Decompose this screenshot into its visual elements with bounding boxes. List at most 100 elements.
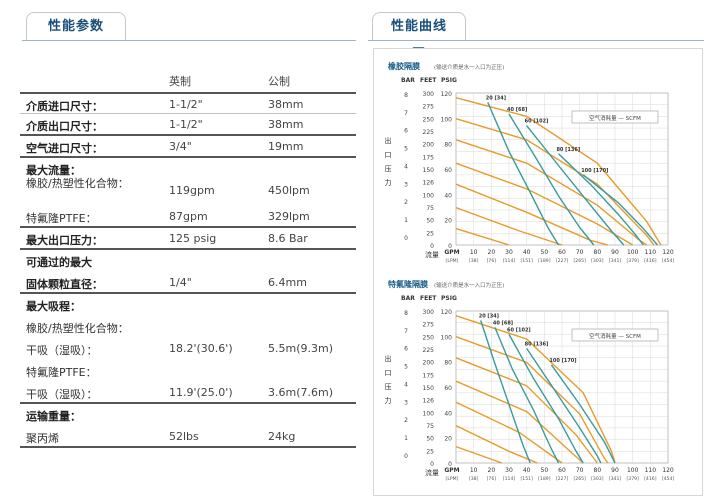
ptfe-air-curve-1 (480, 320, 531, 464)
row-solids2-metric: 6.4mm (268, 276, 307, 289)
rubber-gpm-tick: 10 (470, 249, 478, 256)
rubber-lpm-tick: [189] (538, 258, 551, 264)
rubber-gpm-tick: 30 (505, 249, 513, 256)
row-pp-imperial: 52lbs (169, 430, 199, 443)
rubber-gpm-tick: 70 (576, 249, 584, 256)
ptfe-gpm-tick: 10 (470, 467, 478, 474)
rubber-bar-tick: 7 (404, 110, 408, 117)
ptfe-bar-header: BAR (401, 295, 415, 302)
ptfe-lpm-tick: [265] (573, 476, 586, 482)
rubber-bar-tick: 8 (404, 92, 408, 99)
row-rubber-suction-label: 橡胶/热塑性化合物： (26, 322, 129, 335)
ptfe-air-label-5: 100 [170] (549, 358, 576, 364)
rubber-pressure-curve-5 (455, 183, 609, 246)
col-metric: 公制 (268, 75, 290, 88)
row-rubber-flow-metric: 450lpm (268, 184, 310, 197)
rubber-lpm-tick: [114] (503, 258, 516, 264)
spec-table-header: 英制 公制 (20, 64, 356, 92)
row-solids2-imperial: 1/4" (169, 276, 192, 289)
ptfe-gpm-tick: 120 (662, 467, 674, 474)
rubber-gpm-tick: 20 (488, 249, 496, 256)
ptfe-pressure-curve-2 (455, 336, 609, 464)
rubber-ylabel-char: 力 (385, 178, 392, 187)
rubber-lpm-tick: [38] (469, 258, 479, 264)
rubber-feet-tick: 175 (423, 154, 435, 161)
rubber-bar-tick: 1 (404, 217, 408, 224)
row-inlet: 介质进口尺寸： 1-1/2" 38mm (20, 92, 356, 114)
ptfe-title: 特氟隆隔膜 (388, 279, 428, 289)
rubber-lpm-tick: [LPM] (446, 258, 459, 264)
ptfe-lpm-tick: [76] (487, 476, 497, 482)
row-maxflow: 最大流量： (20, 158, 356, 177)
ptfe-bar-tick: 5 (404, 364, 408, 371)
ptfe-gpm-tick: 80 (594, 467, 602, 474)
rubber-air-curve-4 (558, 153, 644, 246)
rubber-feet-tick: 275 (423, 104, 435, 111)
rubber-gpm-tick: 80 (594, 249, 602, 256)
rubber-psig-tick: 120 (441, 91, 453, 98)
ptfe-lpm-tick: [189] (538, 476, 551, 482)
ptfe-feet-tick: 175 (423, 372, 435, 379)
row-air: 空气进口尺寸： 3/4" 19mm (20, 136, 356, 158)
row-suction: 最大吸程： (20, 294, 356, 316)
rubber-feet-tick: 50 (426, 218, 434, 225)
ptfe-ylabel-char: 出 (385, 354, 392, 363)
ptfe-gpm-tick: 60 (558, 467, 566, 474)
row-rubber-flow-imperial: 119gpm (169, 184, 215, 197)
rubber-feet-tick: 150 (423, 167, 435, 174)
row-dry2-imperial: 11.9'(25.0') (169, 386, 233, 399)
row-solids1-label: 可通过的最大 (26, 256, 92, 269)
row-maxpress-label: 最大出口压力： (26, 234, 103, 247)
rubber-subtitle: (输送介质是水一入口为正压) (434, 63, 504, 71)
row-ship-label: 运输重量： (26, 410, 81, 423)
row-ptfe-suction-label: 特氟隆PTFE： (26, 366, 97, 379)
rubber-legend-box (571, 110, 659, 124)
row-air-metric: 19mm (268, 140, 304, 153)
ptfe-bar-tick: 3 (404, 399, 408, 406)
ptfe-gpm-tick: 70 (576, 467, 584, 474)
rubber-bar-tick: 5 (404, 146, 408, 153)
ptfe-air-curve-4 (526, 348, 602, 464)
curves-tab[interactable]: 性能曲线图 (372, 12, 466, 62)
rubber-bar-tick: 3 (404, 181, 408, 188)
rubber-air-label-1: 20 [34] (486, 95, 506, 101)
rubber-bar-tick: 6 (404, 128, 408, 135)
col-imperial: 英制 (169, 75, 191, 88)
ptfe-bar-tick: 6 (404, 346, 408, 353)
row-rubber-flow: 橡胶/热塑性化合物： 119gpm 450lpm (20, 176, 356, 206)
rubber-bar-header: BAR (401, 77, 415, 84)
rubber-ylabel-char: 出 (385, 136, 392, 145)
rubber-ylabel-char: 压 (385, 165, 392, 173)
ptfe-lpm-tick: [114] (503, 476, 516, 482)
rubber-feet-tick: 225 (423, 129, 435, 136)
rubber-pressure-curve-2 (455, 118, 655, 246)
row-dry1: 干吸（湿吸）： 18.2'(30.6') 5.5m(9.3m) (20, 338, 356, 360)
specs-tab-underline (22, 40, 356, 41)
rubber-bar-tick: 2 (404, 199, 408, 206)
ptfe-lpm-tick: [151] (520, 476, 533, 482)
rubber-feet-tick: 25 (426, 230, 434, 237)
ptfe-lpm-tick: [38] (469, 476, 479, 482)
ptfe-psig-tick: 120 (441, 309, 453, 316)
ptfe-psig-tick: 60 (444, 385, 452, 392)
rubber-pressure-curve-7 (455, 227, 510, 246)
rubber-title: 橡胶隔膜 (388, 61, 420, 71)
ptfe-gpm-tick: 40 (523, 467, 531, 474)
row-solids2: 固体颗粒直径： 1/4" 6.4mm (20, 272, 356, 294)
rubber-feet-header: FEET (420, 77, 437, 84)
ptfe-air-label-2: 40 [68] (493, 320, 513, 326)
ptfe-psig-tick: 80 (444, 360, 452, 367)
row-solids2-label: 固体颗粒直径： (26, 278, 103, 291)
ptfe-pressure-curve-5 (455, 401, 563, 464)
specs-tab[interactable]: 性能参数 (26, 12, 126, 40)
ptfe-gpm-tick: 20 (488, 467, 496, 474)
ptfe-pressure-curve-1 (455, 315, 616, 464)
row-ptfe-suction: 特氟隆PTFE： (20, 360, 356, 382)
ptfe-gpm-tick: GPM (444, 467, 459, 474)
row-maxpress: 最大出口压力： 125 psig 8.6 Bar (20, 228, 356, 250)
rubber-psig-header: PSIG (441, 77, 457, 84)
row-inlet-metric: 38mm (268, 98, 304, 111)
row-dry2: 干吸（湿吸）： 11.9'(25.0') 3.6m(7.6m) (20, 382, 356, 404)
ptfe-psig-tick: 0 (448, 461, 452, 468)
row-ptfe-flow-metric: 329lpm (268, 210, 310, 223)
